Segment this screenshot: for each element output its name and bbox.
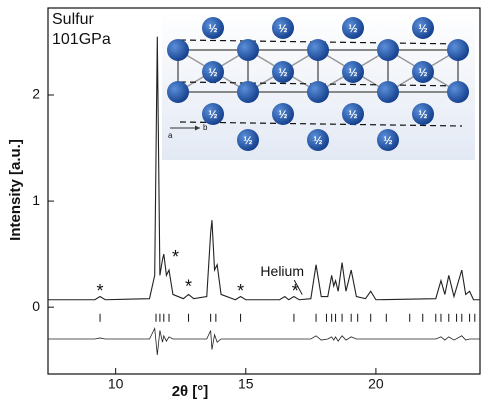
y-tick-label: 0 (32, 298, 40, 314)
sample-label: Sulfur (52, 11, 94, 28)
y-axis-label: Intensity [a.u.] (7, 139, 24, 241)
annotation: * (185, 277, 192, 297)
atom (307, 81, 329, 103)
annotation: Helium (260, 263, 304, 279)
atom (202, 103, 224, 125)
x-tick-label: 15 (238, 376, 254, 392)
series-line (48, 36, 480, 301)
atom (307, 129, 329, 151)
y-tick-label: 1 (32, 192, 40, 208)
atom (447, 81, 469, 103)
structure-inset: ½ ½ ½ ½ ½ ½ ½ ½ ½ ½ ½ ½ ½ ½ ½ a b (162, 10, 475, 160)
atom-label: ½ (278, 109, 287, 121)
atom (342, 103, 364, 125)
atom-label: ½ (348, 23, 357, 35)
x-tick-label: 10 (108, 376, 124, 392)
atom (342, 61, 364, 83)
atom (167, 81, 189, 103)
plot-frame (47, 7, 481, 375)
y-tick-label: 2 (32, 86, 40, 102)
atom-label: ½ (243, 135, 252, 147)
annotation: * (237, 281, 244, 301)
atom (237, 81, 259, 103)
atom (342, 17, 364, 39)
atom (237, 129, 259, 151)
atom (272, 103, 294, 125)
x-tick-label: 20 (368, 376, 384, 392)
atom (377, 39, 399, 61)
atom-label: ½ (418, 23, 427, 35)
chain (179, 121, 463, 127)
atom-label: ½ (208, 109, 217, 121)
atom-label: ½ (208, 23, 217, 35)
atom (202, 17, 224, 39)
annotation: * (172, 247, 179, 267)
atom (167, 39, 189, 61)
atom (202, 61, 224, 83)
atom-label: ½ (278, 67, 287, 79)
atom-label: ½ (383, 135, 392, 147)
atom (307, 39, 329, 61)
atom (447, 39, 469, 61)
atom (377, 129, 399, 151)
atom (412, 17, 434, 39)
atom (237, 39, 259, 61)
x-axis-label: 2θ [°] (172, 383, 209, 400)
atom (377, 81, 399, 103)
atom-label: ½ (418, 67, 427, 79)
annotation: * (97, 281, 104, 301)
atom (412, 61, 434, 83)
sample-label: 101GPa (52, 31, 111, 48)
axis-a: a (168, 131, 173, 140)
annotation: * (292, 281, 299, 301)
atom-label: ½ (418, 109, 427, 121)
atom (412, 103, 434, 125)
annotation-pointer (293, 279, 303, 295)
atom-label: ½ (348, 67, 357, 79)
arrow-head (195, 125, 200, 131)
atom (272, 17, 294, 39)
atom-label: ½ (313, 135, 322, 147)
atom-label: ½ (278, 23, 287, 35)
atom (272, 61, 294, 83)
series-line (48, 326, 480, 355)
atom-label: ½ (208, 67, 217, 79)
axis-b: b (203, 123, 208, 132)
atom-label: ½ (348, 109, 357, 121)
